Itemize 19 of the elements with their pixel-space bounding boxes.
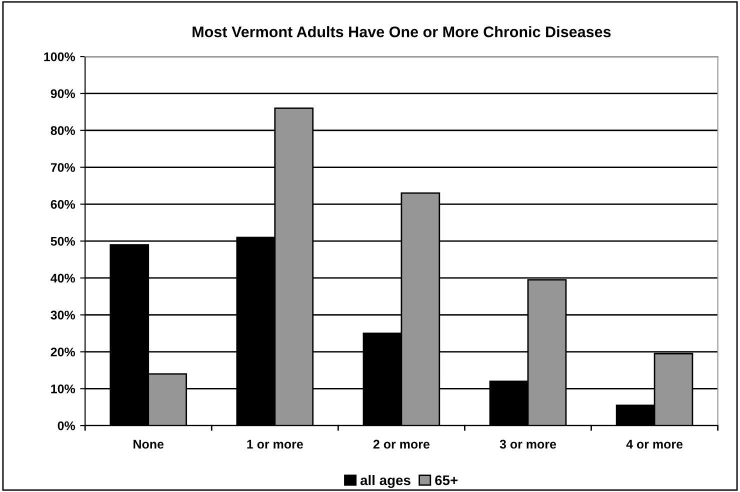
y-tick-label: 20% [50,348,76,356]
legend-label: 65+ [435,475,458,486]
x-tick-label: 4 or more [626,440,683,449]
y-tick-label: 80% [50,126,76,136]
y-tick-label: 0% [58,421,76,430]
x-tick-label: None [134,440,164,449]
y-tick-label: 50% [50,236,76,246]
y-tick-label: 10% [51,384,76,394]
y-tick-label: 60% [50,200,76,209]
chart-title: Most Vermont Adults Have One or More Chronic Diseases [192,26,611,38]
legend-label: all ages [360,474,410,488]
y-tick-label: 100% [44,52,76,62]
y-tick-label: 40% [50,274,76,283]
x-tick-label: 1 or more [247,440,303,449]
y-tick-label: 30% [50,310,76,320]
y-tick-label: 70% [50,163,76,172]
x-tick-label: 2 or more [373,440,430,449]
x-tick-label: 3 or more [500,440,556,449]
y-tick-label: 90% [50,89,76,98]
